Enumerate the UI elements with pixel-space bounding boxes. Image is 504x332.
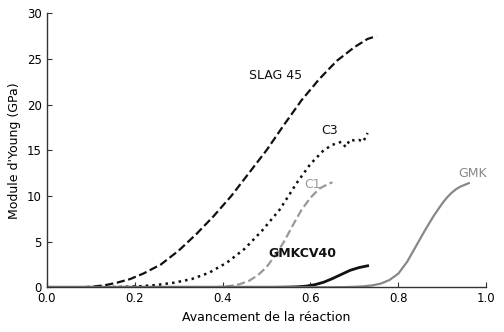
Text: SLAG 45: SLAG 45	[249, 69, 302, 82]
Text: GMKCV40: GMKCV40	[269, 247, 337, 260]
X-axis label: Avancement de la réaction: Avancement de la réaction	[182, 311, 351, 324]
Text: C3: C3	[322, 124, 338, 136]
Text: GMK: GMK	[458, 167, 486, 180]
Text: C1: C1	[304, 178, 321, 191]
Y-axis label: Module d'Young (GPa): Module d'Young (GPa)	[9, 82, 21, 218]
